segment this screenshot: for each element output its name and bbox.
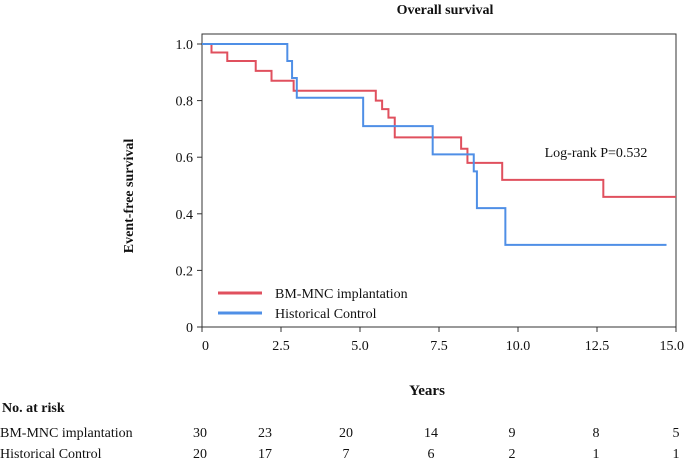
at-risk-table: BM-MNC implantation 30 23 20 14 9 8 5 Historical… — [0, 426, 680, 462]
plot-frame — [201, 33, 677, 328]
y-tick-label: 0.6 — [176, 151, 194, 166]
at-risk-count: 2 — [509, 447, 516, 462]
log-rank-annotation: Log-rank P=0.532 — [545, 146, 648, 161]
at-risk-count: 20 — [193, 447, 207, 462]
at-risk-count: 30 — [193, 426, 207, 441]
y-tick-label: 1.0 — [176, 38, 194, 53]
x-tick-label: 10.0 — [506, 339, 531, 354]
at-risk-count: 7 — [343, 447, 350, 462]
y-axis: 0 0.2 0.4 0.6 0.8 1.0 — [176, 38, 202, 336]
x-tick-label: 12.5 — [585, 339, 610, 354]
survival-curves — [202, 43, 676, 246]
at-risk-count: 14 — [424, 426, 438, 441]
x-tick-label: 2.5 — [272, 339, 290, 354]
at-risk-row-label: Historical Control — [0, 447, 102, 462]
at-risk-count: 8 — [593, 426, 600, 441]
legend-label: BM-MNC implantation — [275, 287, 408, 302]
at-risk-row-label: BM-MNC implantation — [0, 426, 133, 441]
x-axis-label: Years — [409, 383, 445, 399]
x-axis: 0 2.5 5.0 7.5 10.0 12.5 15.0 — [201, 327, 685, 354]
chart-title: Overall survival — [397, 3, 494, 18]
at-risk-count: 23 — [258, 426, 272, 441]
at-risk-count: 9 — [509, 426, 516, 441]
at-risk-count: 6 — [428, 447, 435, 462]
legend-label: Historical Control — [275, 307, 377, 322]
survival-curve-bm-mnc — [202, 43, 676, 198]
y-tick-label: 0.8 — [176, 95, 194, 110]
y-tick-label: 0.2 — [176, 264, 194, 279]
x-tick-label: 0 — [202, 339, 209, 354]
x-tick-label: 15.0 — [660, 339, 685, 354]
x-tick-label: 7.5 — [430, 339, 448, 354]
x-tick-label: 5.0 — [351, 339, 369, 354]
y-axis-label: Event-free survival — [122, 139, 137, 254]
at-risk-count: 1 — [673, 447, 680, 462]
y-tick-label: 0 — [186, 321, 193, 336]
survival-curve-historical-control — [202, 43, 667, 246]
at-risk-count: 1 — [593, 447, 600, 462]
legend: BM-MNC implantation Historical Control — [218, 287, 408, 322]
at-risk-count: 5 — [673, 426, 680, 441]
y-tick-label: 0.4 — [176, 208, 194, 223]
at-risk-count: 17 — [258, 447, 272, 462]
at-risk-count: 20 — [339, 426, 353, 441]
at-risk-heading: No. at risk — [2, 401, 65, 416]
